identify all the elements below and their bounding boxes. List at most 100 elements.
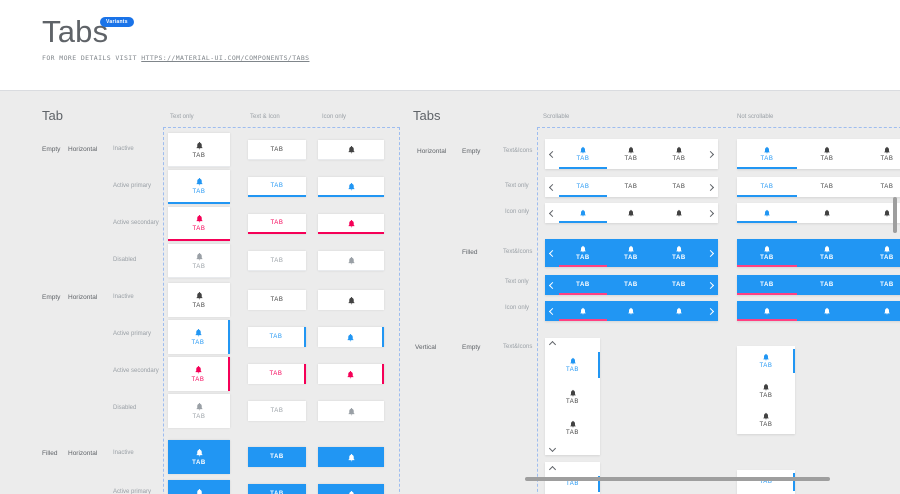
tab[interactable]: TAB <box>820 184 834 190</box>
tab-sample-icon-disabled[interactable] <box>318 251 384 271</box>
tab-sample-text-active-secondary[interactable]: TAB <box>248 364 306 384</box>
tab-active[interactable]: TAB <box>545 349 600 381</box>
tab[interactable]: TAB <box>672 184 686 190</box>
tab-sample-filled-text-inactive[interactable]: TAB <box>248 447 306 467</box>
tab-sample-text-active-primary[interactable]: TAB <box>248 327 306 347</box>
tab[interactable] <box>797 301 857 321</box>
chevron-left-icon[interactable] <box>545 275 559 295</box>
tab[interactable]: TAB <box>624 184 638 190</box>
tab-sample-icon-active-primary[interactable] <box>318 177 384 197</box>
chevron-right-icon[interactable] <box>703 139 717 169</box>
section2-kind: Filled <box>462 249 478 256</box>
tab[interactable] <box>655 203 703 223</box>
tab[interactable]: TAB <box>857 139 900 169</box>
tab-sample-texticon-disabled[interactable]: TAB <box>168 244 230 278</box>
chevron-up-icon[interactable] <box>545 338 559 349</box>
tab-active[interactable]: TAB <box>737 139 797 169</box>
tab[interactable] <box>797 203 857 223</box>
tab-sample-texticon-disabled[interactable]: TAB <box>168 394 230 428</box>
chevron-right-icon[interactable] <box>703 301 717 321</box>
tab[interactable]: TAB <box>607 139 655 169</box>
tab-sample-texticon-inactive[interactable]: TAB <box>168 283 230 317</box>
tab-sample-texticon-inactive[interactable]: TAB <box>168 133 230 167</box>
tab-sample-texticon-active-secondary[interactable]: TAB <box>168 357 230 391</box>
chevron-down-icon[interactable] <box>545 444 559 455</box>
tab-active[interactable]: TAB <box>545 473 600 494</box>
tab-active[interactable]: TAB <box>737 470 795 494</box>
tab-sample-filled-icon-active[interactable] <box>318 484 384 494</box>
tab[interactable] <box>607 301 655 321</box>
tab-active[interactable]: TAB <box>737 239 797 267</box>
tab-sample-texticon-active-primary[interactable]: TAB <box>168 320 230 354</box>
tab-sample-icon-active-secondary[interactable] <box>318 214 384 234</box>
tab[interactable]: TAB <box>655 239 703 267</box>
tab-sample-icon-active-primary[interactable] <box>318 327 384 347</box>
tab-sample-icon-active-secondary[interactable] <box>318 364 384 384</box>
chevron-up-icon[interactable] <box>545 462 559 473</box>
horizontal-scrollbar[interactable] <box>525 477 830 481</box>
material-ui-link[interactable]: https://material-ui.com/components/tabs <box>141 54 310 62</box>
tab-active[interactable]: TAB <box>737 177 797 197</box>
tab[interactable]: TAB <box>880 184 894 190</box>
tabs-bar-filled-scrollable-texticons: TAB TAB TAB <box>545 239 718 267</box>
tab-sample-text-active-secondary[interactable]: TAB <box>248 214 306 234</box>
tab[interactable]: TAB <box>797 139 857 169</box>
tab-active[interactable] <box>559 203 607 223</box>
tab-sample-text-inactive[interactable]: TAB <box>248 140 306 160</box>
tab[interactable]: TAB <box>672 282 686 288</box>
tab[interactable] <box>857 301 900 321</box>
tab[interactable]: TAB <box>857 239 900 267</box>
tab-active[interactable] <box>737 203 797 223</box>
chevron-left-icon[interactable] <box>545 177 559 197</box>
variant-label: Text only <box>505 183 529 189</box>
tab-label: TAB <box>192 263 206 270</box>
tab[interactable]: TAB <box>655 139 703 169</box>
tabs-bar-filled-notscrollable-texticons: TAB TAB TAB <box>737 239 900 267</box>
tab[interactable]: TAB <box>545 381 600 413</box>
tab[interactable]: TAB <box>880 282 894 288</box>
tab-sample-text-active-primary[interactable]: TAB <box>248 177 306 197</box>
tab-active[interactable]: TAB <box>737 275 797 295</box>
tab-label: TAB <box>192 226 206 232</box>
tab-sample-filled-texticon-inactive[interactable]: TAB <box>168 440 230 474</box>
tab-sample-icon-inactive[interactable] <box>318 140 384 160</box>
vertical-scrollbar[interactable] <box>893 197 897 233</box>
chevron-left-icon[interactable] <box>545 301 559 321</box>
chevron-left-icon[interactable] <box>545 203 559 223</box>
tab[interactable]: TAB <box>797 239 857 267</box>
chevron-left-icon[interactable] <box>545 139 559 169</box>
tab-active[interactable] <box>559 301 607 321</box>
tab[interactable] <box>607 203 655 223</box>
tab-sample-text-disabled[interactable]: TAB <box>248 401 306 421</box>
chevron-right-icon[interactable] <box>703 239 717 267</box>
tab-sample-filled-text-active[interactable]: TAB <box>248 484 306 494</box>
tab-active[interactable]: TAB <box>559 275 607 295</box>
tab[interactable]: TAB <box>820 282 834 288</box>
chevron-left-icon[interactable] <box>545 239 559 267</box>
tab-sample-filled-icon-inactive[interactable] <box>318 447 384 467</box>
tab-active[interactable]: TAB <box>559 139 607 169</box>
chevron-right-icon[interactable] <box>703 203 717 223</box>
variant-label: Text&Icons <box>503 249 533 255</box>
tab-sample-text-disabled[interactable]: TAB <box>248 251 306 271</box>
tab-sample-text-inactive[interactable]: TAB <box>248 290 306 310</box>
tab[interactable]: TAB <box>624 282 638 288</box>
chevron-right-icon[interactable] <box>703 177 717 197</box>
state-label: Inactive <box>113 450 134 456</box>
chevron-right-icon[interactable] <box>703 275 717 295</box>
tab-sample-icon-inactive[interactable] <box>318 290 384 310</box>
tab[interactable]: TAB <box>737 405 795 434</box>
tab-sample-texticon-active-primary[interactable]: TAB <box>168 170 230 204</box>
tab[interactable] <box>655 301 703 321</box>
tab-active[interactable]: TAB <box>737 346 795 376</box>
tab-active[interactable] <box>737 301 797 321</box>
tab-sample-icon-disabled[interactable] <box>318 401 384 421</box>
tab-active[interactable]: TAB <box>559 239 607 267</box>
tab[interactable]: TAB <box>737 376 795 405</box>
tab-sample-texticon-active-secondary[interactable]: TAB <box>168 207 230 241</box>
tab-sample-filled-texticon-active[interactable]: TAB <box>168 480 230 494</box>
tab[interactable]: TAB <box>545 412 600 444</box>
tab-active[interactable]: TAB <box>559 177 607 197</box>
tab[interactable]: TAB <box>607 239 655 267</box>
